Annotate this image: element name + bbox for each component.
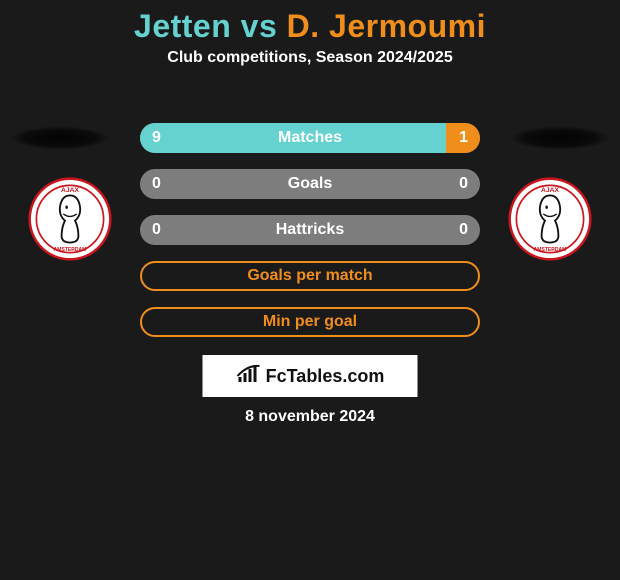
- stat-label: Matches: [140, 123, 480, 153]
- svg-text:AJAX: AJAX: [61, 187, 79, 194]
- svg-text:AJAX: AJAX: [541, 187, 559, 194]
- stat-label: Hattricks: [140, 215, 480, 245]
- player-left-name: Jetten vs D. Jermoumi: [134, 8, 486, 44]
- club-logo-left: AJAX AMSTERDAM: [28, 177, 112, 261]
- stat-row: 91Matches: [140, 123, 480, 153]
- brand-box: FcTables.com: [203, 355, 418, 397]
- svg-text:AMSTERDAM: AMSTERDAM: [54, 247, 87, 253]
- stat-row: 00Hattricks: [140, 215, 480, 245]
- stat-row: 00Goals: [140, 169, 480, 199]
- page-title: Jetten vs D. Jermoumi: [0, 0, 620, 45]
- stat-label: Min per goal: [142, 309, 478, 335]
- comparison-infographic: Jetten vs D. Jermoumi Club competitions,…: [0, 0, 620, 450]
- logo-shadow-left: [10, 126, 110, 150]
- stat-row: Min per goal: [140, 307, 480, 337]
- svg-text:AMSTERDAM: AMSTERDAM: [534, 247, 567, 253]
- stat-row: Goals per match: [140, 261, 480, 291]
- stat-label: Goals per match: [142, 263, 478, 289]
- brand-text: FcTables.com: [266, 366, 385, 387]
- signal-bars-icon: [236, 363, 264, 390]
- club-logo-right: AJAX AMSTERDAM: [508, 177, 592, 261]
- stat-bars: 91Matches 00Goals 00Hattricks Goals per mat…: [140, 123, 480, 353]
- subtitle: Club competitions, Season 2024/2025: [0, 49, 620, 67]
- date-text: 8 november 2024: [0, 408, 620, 426]
- stat-label: Goals: [140, 169, 480, 199]
- logo-shadow-right: [510, 126, 610, 150]
